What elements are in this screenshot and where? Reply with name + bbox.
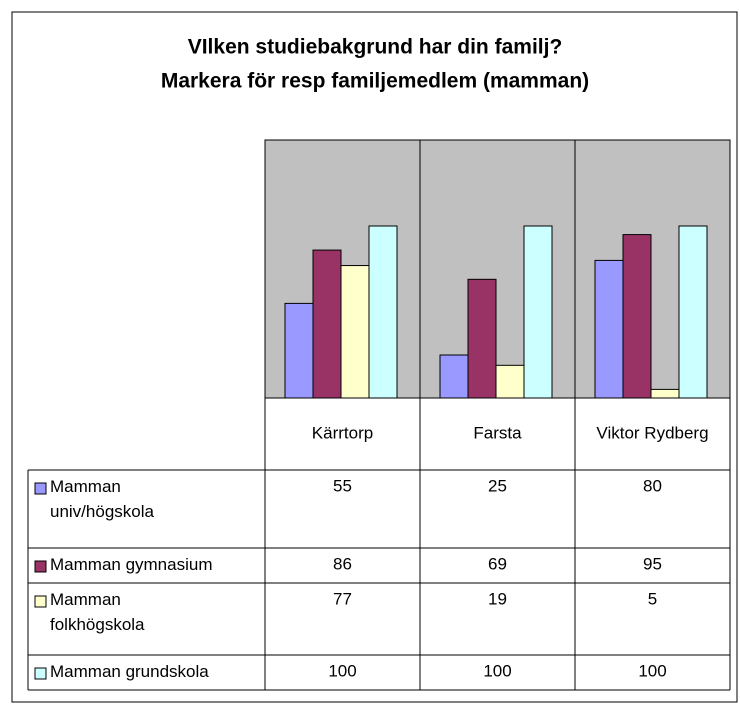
legend-item: Mamman grundskola: [50, 662, 209, 681]
legend-key: [34, 560, 47, 573]
table-value: 100: [638, 661, 666, 680]
bar: [678, 225, 708, 399]
bar: [495, 364, 525, 399]
bar: [467, 278, 497, 399]
table-value: 25: [488, 476, 507, 495]
bar: [284, 302, 314, 399]
bar: [622, 234, 652, 399]
bar: [439, 354, 469, 399]
legend-label: Mamman folkhögskola: [50, 590, 145, 634]
x-tick-label: Farsta: [473, 423, 522, 442]
bar: [312, 249, 342, 399]
table-value: 5: [648, 589, 657, 608]
table-value: 100: [328, 661, 356, 680]
chart-title: Markera för resp familjemedlem (mamman): [161, 70, 589, 93]
bar: [368, 225, 398, 399]
legend-label: Mamman gymnasium: [50, 555, 213, 574]
table-value: 95: [643, 554, 662, 573]
legend-item: Mamman univ/högskola: [50, 477, 154, 521]
bar: [340, 265, 370, 399]
table-value: 69: [488, 554, 507, 573]
legend-label: Mamman univ/högskola: [50, 477, 154, 521]
legend-item: Mamman gymnasium: [50, 555, 213, 574]
table-value: 77: [333, 589, 352, 608]
table-value: 19: [488, 589, 507, 608]
legend-label: Mamman grundskola: [50, 662, 209, 681]
bar: [594, 259, 624, 399]
table-value: 80: [643, 476, 662, 495]
legend-item: Mamman folkhögskola: [50, 590, 145, 634]
table-value: 86: [333, 554, 352, 573]
legend-key: [34, 595, 47, 608]
bar: [523, 225, 553, 399]
legend-key: [34, 482, 47, 495]
chart-title: VIlken studiebakgrund har din familj?: [188, 36, 563, 59]
table-value: 55: [333, 476, 352, 495]
x-tick-label: Viktor Rydberg: [596, 423, 708, 442]
table-value: 100: [483, 661, 511, 680]
bar: [650, 388, 680, 399]
x-tick-label: Kärrtorp: [312, 423, 373, 442]
legend-key: [34, 667, 47, 680]
